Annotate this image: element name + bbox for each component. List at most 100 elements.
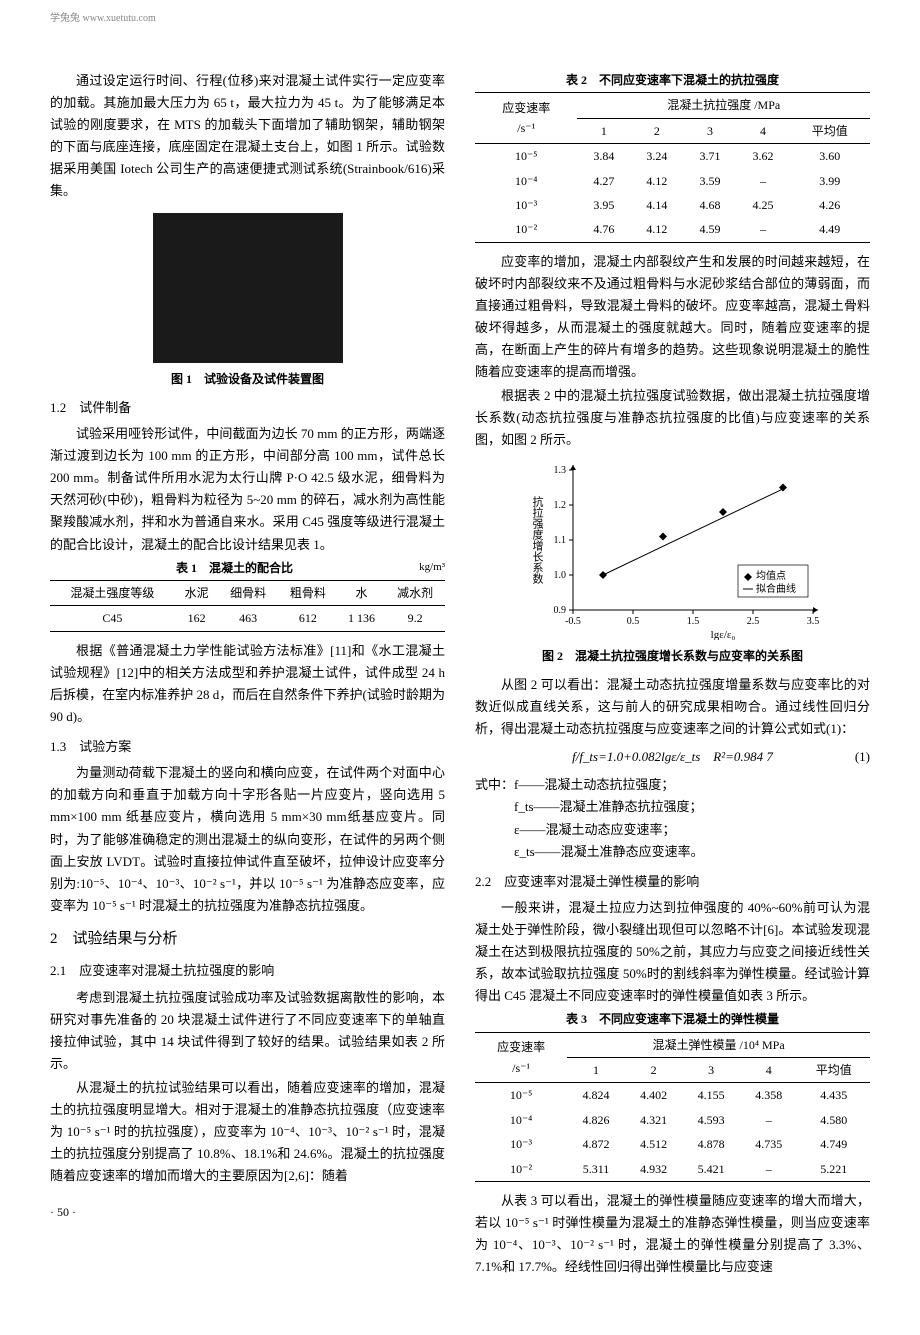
svg-text:lgε/ε₀: lgε/ε₀ (710, 629, 735, 640)
svg-text:1.2: 1.2 (553, 500, 566, 511)
table-1: 混凝土强度等级 水泥 细骨料 粗骨料 水 减水剂 C45 162 463 612… (50, 580, 445, 632)
table-cell: 4.68 (683, 193, 736, 217)
table-cell: 4.358 (740, 1083, 798, 1108)
svg-text:1.0: 1.0 (553, 570, 566, 581)
table-1-caption: 表 1 混凝土的配合比 kg/m³ (50, 558, 445, 578)
table-cell: 5.221 (798, 1157, 870, 1182)
table-cell: 3.24 (630, 144, 683, 169)
page-columns: 通过设定运行时间、行程(位移)来对混凝土试件实行一定应变率的加载。其施加最大压力… (50, 70, 870, 1280)
table-1-title: 表 1 混凝土的配合比 (176, 561, 293, 575)
heading-2-1: 2.1 应变速率对混凝土抗拉强度的影响 (50, 960, 445, 982)
t2-group-h: 混凝土抗拉强度 /MPa (577, 93, 870, 118)
table-row: 10⁻²5.3114.9325.421–5.221 (475, 1157, 870, 1182)
table-cell: 4.512 (625, 1132, 683, 1156)
t3-sh0: 1 (567, 1058, 625, 1083)
table-cell: 10⁻³ (475, 193, 577, 217)
para-result-discuss: 从混凝土的抗拉试验结果可以看出，随着应变速率的增加，混凝土的抗拉强度明显增大。相… (50, 1077, 445, 1187)
table-cell: 4.435 (798, 1083, 870, 1108)
def-f: 式中：f——混凝土动态抗拉强度； (475, 774, 870, 796)
header-url-text: 学兔兔 www.xuetutu.com (50, 10, 156, 27)
table-cell: 4.749 (798, 1132, 870, 1156)
table-cell: 10⁻⁵ (475, 144, 577, 169)
table-3-caption: 表 3 不同应变速率下混凝土的弹性模量 (475, 1009, 870, 1029)
equation-1-text: f/f_ts=1.0+0.082lgε/ε_ts R²=0.984 7 (572, 749, 773, 764)
table-cell: 4.826 (567, 1108, 625, 1132)
t2-sh2: 3 (683, 118, 736, 143)
table-cell: 3.59 (683, 169, 736, 193)
t1-h4: 水 (338, 581, 385, 606)
t1-c4: 1 136 (338, 606, 385, 631)
table-row: 10⁻⁵3.843.243.713.623.60 (475, 144, 870, 169)
figure-2-caption: 图 2 混凝土抗拉强度增长系数与应变率的关系图 (475, 646, 870, 666)
svg-text:抗拉强度增长系数: 抗拉强度增长系数 (531, 494, 544, 584)
table-cell: 4.12 (630, 217, 683, 242)
table-cell: 4.76 (577, 217, 630, 242)
table-cell: 3.60 (789, 144, 870, 169)
svg-text:1.5: 1.5 (686, 616, 699, 627)
figure-1-image (153, 213, 343, 363)
svg-text:-0.5: -0.5 (565, 616, 581, 627)
heading-2-2: 2.2 应变速率对混凝土弹性模量的影响 (475, 871, 870, 893)
t1-c5: 9.2 (385, 606, 445, 631)
table-row: 10⁻⁵4.8244.4024.1554.3584.435 (475, 1083, 870, 1108)
t1-h3: 粗骨料 (278, 581, 338, 606)
t2-sh4: 平均值 (789, 118, 870, 143)
equation-1-num: (1) (855, 746, 870, 768)
table-2-caption: 表 2 不同应变速率下混凝土的抗拉强度 (475, 70, 870, 90)
def-epsts: ε_ts——混凝土准静态应变速率。 (475, 841, 870, 863)
figure-1-caption: 图 1 试验设备及试件装置图 (50, 369, 445, 389)
def-fts: f_ts——混凝土准静态抗拉强度； (475, 796, 870, 818)
t2-col1-label: 应变速率 (502, 101, 550, 115)
svg-text:1.1: 1.1 (553, 535, 566, 546)
def-eps: ε——混凝土动态应变速率； (475, 819, 870, 841)
para-fig2-discuss: 从图 2 可以看出：混凝土动态抗拉强度增量系数与应变率比的对数近似成直线关系，这… (475, 674, 870, 740)
table-cell: 4.49 (789, 217, 870, 242)
table-cell: 4.580 (798, 1108, 870, 1132)
para-specimen: 试验采用哑铃形试件，中间截面为边长 70 mm 的正方形，两端逐渐过渡到边长为 … (50, 423, 445, 556)
para-elastic-result: 从表 3 可以看出，混凝土的弹性模量随应变速率的增大而增大，若以 10⁻⁵ s⁻… (475, 1190, 870, 1278)
table-cell: 10⁻³ (475, 1132, 567, 1156)
table-cell: 5.421 (682, 1157, 740, 1182)
right-column: 表 2 不同应变速率下混凝土的抗拉强度 应变速率 /s⁻¹ 混凝土抗拉强度 /M… (475, 70, 870, 1280)
svg-text:0.5: 0.5 (626, 616, 639, 627)
table-cell: 10⁻² (475, 1157, 567, 1182)
equation-1: f/f_ts=1.0+0.082lgε/ε_ts R²=0.984 7 (1) (475, 746, 870, 768)
svg-text:均值点: 均值点 (756, 569, 786, 582)
table-row: C45 162 463 612 1 136 9.2 (50, 606, 445, 631)
table-cell: 3.99 (789, 169, 870, 193)
heading-1-2: 1.2 试件制备 (50, 397, 445, 419)
table-1-unit: kg/m³ (419, 558, 445, 577)
table-3: 应变速率 /s⁻¹ 混凝土弹性模量 /10⁴ MPa 1 2 3 4 平均值 1… (475, 1032, 870, 1182)
t3-col1-label: 应变速率 (497, 1040, 545, 1054)
para-scheme: 为量测动荷载下混凝土的竖向和横向应变，在试件两个对面中心的加载方向和垂直于加载方… (50, 762, 445, 917)
table-cell: 4.25 (736, 193, 789, 217)
table-cell: 4.932 (625, 1157, 683, 1182)
table-cell: 4.26 (789, 193, 870, 217)
table-cell: 3.95 (577, 193, 630, 217)
t3-sh4: 平均值 (798, 1058, 870, 1083)
table-2: 应变速率 /s⁻¹ 混凝土抗拉强度 /MPa 1 2 3 4 平均值 10⁻⁵3… (475, 92, 870, 242)
heading-2: 2 试验结果与分析 (50, 927, 445, 953)
t3-col1-unit: /s⁻¹ (512, 1061, 530, 1075)
t3-col1-h: 应变速率 /s⁻¹ (475, 1032, 567, 1083)
para-fig2-intro: 根据表 2 中的混凝土抗拉强度试验数据，做出混凝土抗拉强度增长系数(动态抗拉强度… (475, 385, 870, 451)
table-cell: 10⁻⁴ (475, 1108, 567, 1132)
t1-h0: 混凝土强度等级 (50, 581, 175, 606)
t3-group-h: 混凝土弹性模量 /10⁴ MPa (567, 1032, 870, 1057)
left-column: 通过设定运行时间、行程(位移)来对混凝土试件实行一定应变率的加载。其施加最大压力… (50, 70, 445, 1280)
t3-sh3: 4 (740, 1058, 798, 1083)
table-cell: 4.735 (740, 1132, 798, 1156)
table-cell: 4.59 (683, 217, 736, 242)
t1-c1: 162 (175, 606, 218, 631)
t2-col1-unit: /s⁻¹ (517, 121, 535, 135)
table-row: 10⁻⁴4.8264.3214.593–4.580 (475, 1108, 870, 1132)
figure-2-chart: -0.50.51.52.53.50.91.01.11.21.3lgε/ε₀抗拉强… (523, 460, 823, 640)
t1-c2: 463 (218, 606, 278, 631)
table-row: 10⁻³3.954.144.684.254.26 (475, 193, 870, 217)
table-cell: – (736, 217, 789, 242)
table-cell: 4.14 (630, 193, 683, 217)
svg-text:3.5: 3.5 (806, 616, 819, 627)
table-cell: 10⁻² (475, 217, 577, 242)
table-cell: 10⁻⁵ (475, 1083, 567, 1108)
svg-text:0.9: 0.9 (553, 605, 566, 616)
